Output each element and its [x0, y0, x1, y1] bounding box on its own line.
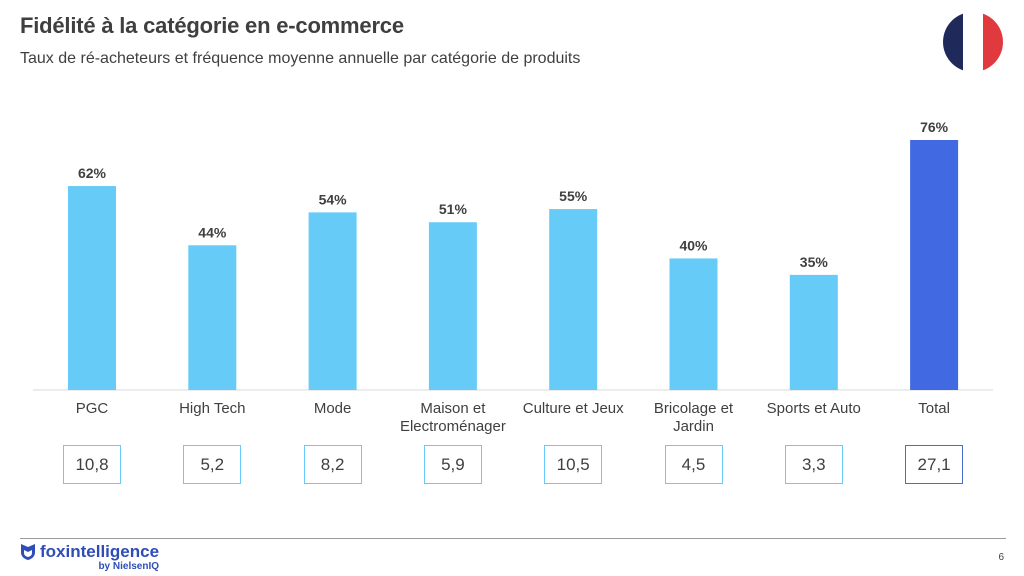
frequency-value: 5,9 [423, 445, 482, 484]
frequency-value: 10,5 [544, 445, 603, 484]
category-label: PGC [76, 400, 109, 417]
category-label: Culture et Jeux [523, 400, 624, 417]
bar-0 [68, 186, 116, 390]
brand-subtitle: by NielsenIQ [98, 561, 160, 572]
bar-value-label: 35% [800, 254, 829, 270]
frequency-value: 10,8 [63, 445, 121, 484]
category-label: Sports et Auto [767, 400, 861, 417]
brand-logo: foxintelligence by NielsenIQ [20, 543, 159, 572]
bar-3 [428, 222, 477, 390]
frequency-value: 27,1 [905, 445, 964, 484]
bar-1 [188, 245, 237, 390]
brand-name: foxintelligence [40, 542, 160, 561]
bar-value-label: 76% [920, 119, 949, 135]
bar-7 [910, 140, 959, 390]
page-subtitle: Taux de ré-acheteurs et fréquence moyenn… [20, 50, 581, 67]
frequency-value: 3,3 [784, 445, 843, 484]
bar-value-label: 51% [439, 201, 468, 217]
frequency-value: 8,2 [303, 445, 362, 484]
category-label: Jardin [673, 418, 714, 435]
bar-value-label: 40% [679, 237, 708, 253]
bar-6 [789, 274, 838, 390]
category-label: Maison et [420, 400, 486, 417]
bar-value-label: 62% [78, 165, 107, 181]
page-title: Fidélité à la catégorie en e-commerce [20, 13, 404, 38]
bar-value-label: 54% [319, 191, 348, 207]
category-label: Total [918, 400, 950, 417]
fox-shield-icon [21, 544, 35, 560]
category-label: Bricolage et [654, 400, 734, 417]
bar-2 [308, 212, 357, 390]
frequency-value: 5,2 [183, 445, 242, 484]
france-flag-icon [943, 12, 1003, 72]
bar-chart: 62% PGC 44% High Tech 54% Mode 51% Maison etEle… [33, 119, 993, 435]
category-label: High Tech [179, 400, 245, 417]
frequency-value: 4,5 [664, 445, 723, 484]
bar-value-label: 44% [198, 224, 227, 240]
category-label: Mode [314, 400, 352, 417]
bar-5 [669, 258, 718, 390]
category-label: Electroménager [400, 418, 506, 435]
page-number: 6 [998, 552, 1004, 563]
bar-value-label: 55% [559, 188, 588, 204]
bar-4 [549, 209, 598, 390]
footer-divider [20, 538, 1006, 539]
